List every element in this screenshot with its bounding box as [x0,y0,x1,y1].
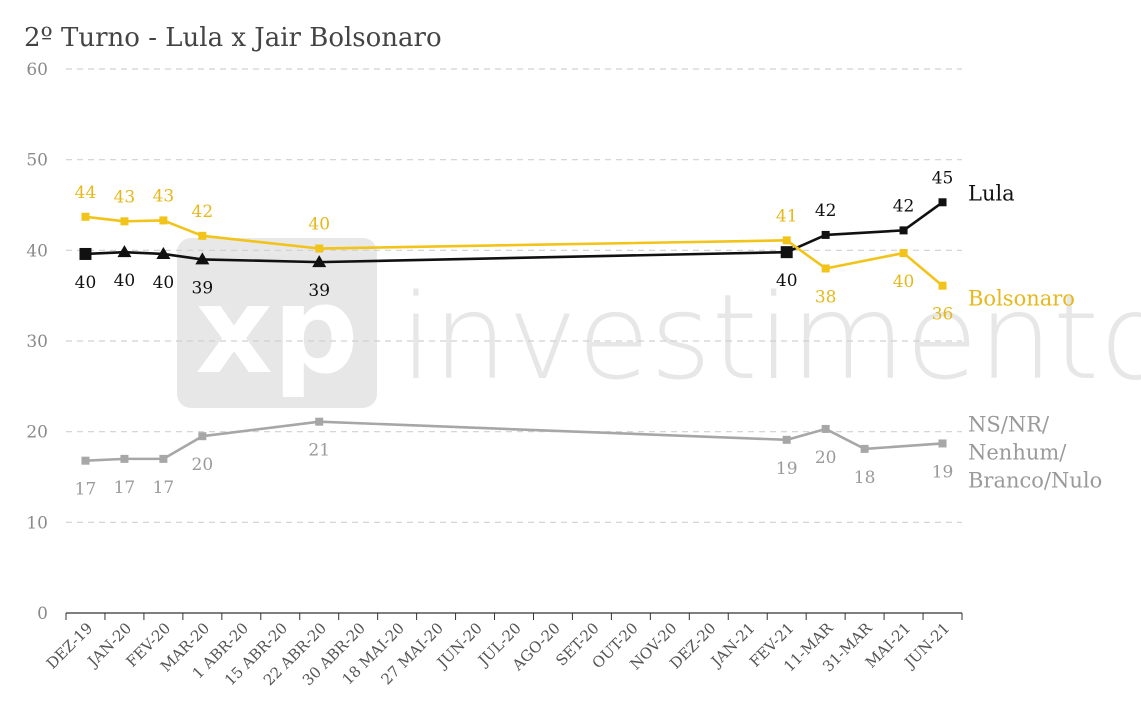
series-label: Lula [968,181,1015,205]
point-marker [782,236,791,245]
point-marker [821,424,830,433]
data-label: 17 [75,480,97,500]
point-marker [315,244,324,253]
data-label: 39 [192,278,214,298]
point-marker [120,217,129,226]
point-marker [81,456,90,465]
y-tick-label: 20 [26,423,48,443]
series-layer [79,198,947,465]
point-marker [120,454,129,463]
watermark-text: investimentos [400,268,1141,406]
data-label: 41 [776,206,798,226]
watermark-logo-box [177,238,377,408]
data-label: 39 [308,281,330,301]
point-marker [938,281,947,290]
point-marker [79,247,92,260]
point-marker [198,432,207,441]
data-label: 19 [776,459,798,479]
series-label: Bolsonaro [968,287,1075,311]
watermark: xp investimentos [177,238,1141,408]
data-label: 43 [153,186,175,206]
data-label: 42 [192,202,214,222]
point-marker [899,226,908,235]
chart-title: 2º Turno - Lula x Jair Bolsonaro [24,23,442,53]
point-marker [195,252,210,265]
data-label: 42 [815,201,837,221]
data-label: 40 [153,273,175,293]
data-label: 44 [75,183,97,203]
point-marker [156,246,171,259]
point-marker [938,439,947,448]
data-label: 40 [776,271,798,291]
y-tick-label: 0 [37,604,48,624]
point-marker [938,198,947,207]
point-marker [159,454,168,463]
y-tick-label: 40 [26,241,48,261]
y-tick-label: 30 [26,332,48,352]
data-label: 17 [153,478,175,498]
point-marker [782,435,791,444]
y-tick-label: 60 [26,60,48,80]
point-marker [81,212,90,221]
x-tick-label: DEZ-19 [43,619,96,672]
point-marker [117,245,132,258]
data-label: 45 [932,168,954,188]
data-label: 42 [893,196,915,216]
y-tick-label: 50 [26,151,48,171]
point-marker [860,444,869,453]
series-label: NS/NR/ [968,412,1050,436]
point-marker [312,255,327,268]
data-label: 19 [932,462,954,482]
point-marker [198,231,207,240]
point-marker [780,246,793,259]
data-label: 40 [75,273,97,293]
data-label: 40 [893,272,915,292]
point-marker [315,417,324,426]
data-labels: 40 40 40 39 39 40 42 42 45 Lula 44 43 43 42 40 41 38 40 36… [75,168,1103,499]
data-label: 21 [308,441,330,461]
data-label: 20 [192,455,214,475]
series-label: Nenhum/ [968,440,1067,464]
point-marker [821,230,830,239]
data-label: 40 [308,215,330,235]
series-label: Branco/Nulo [968,468,1102,492]
data-label: 18 [854,468,876,488]
data-label: 20 [815,448,837,468]
point-marker [821,264,830,273]
point-marker [899,249,908,258]
data-label: 43 [114,187,136,207]
point-marker [159,216,168,225]
data-label: 38 [815,287,837,307]
y-tick-label: 10 [26,513,48,533]
data-label: 36 [932,305,954,325]
watermark-logo-text: xp [195,262,358,401]
data-label: 40 [114,271,136,291]
data-label: 17 [114,478,136,498]
